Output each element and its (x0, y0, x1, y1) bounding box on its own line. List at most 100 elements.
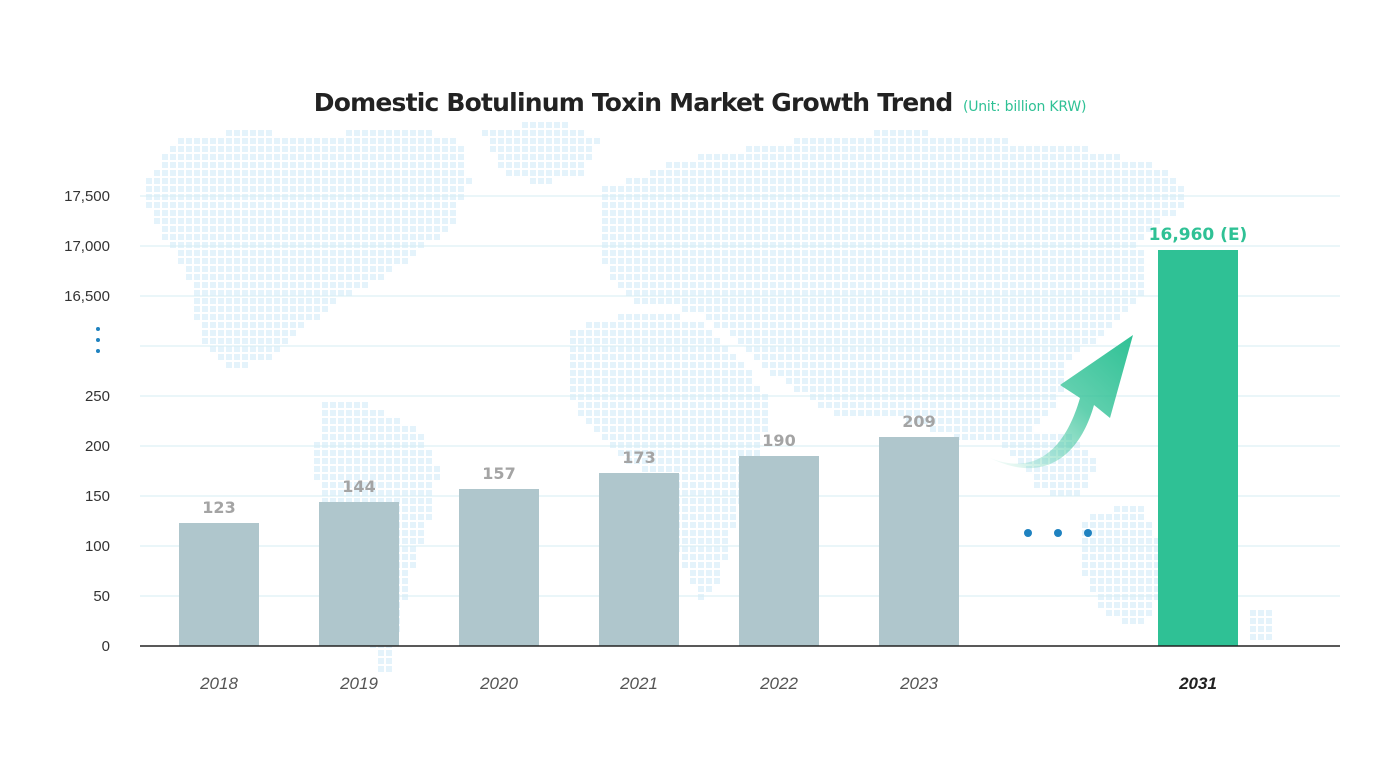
map-tile (722, 290, 728, 296)
map-tile (794, 282, 800, 288)
map-tile (1034, 466, 1040, 472)
map-tile (314, 154, 320, 160)
map-tile (178, 154, 184, 160)
map-tile (266, 202, 272, 208)
map-tile (354, 218, 360, 224)
map-tile (1058, 194, 1064, 200)
map-tile (234, 178, 240, 184)
map-tile (874, 266, 880, 272)
map-tile (170, 226, 176, 232)
map-tile (314, 306, 320, 312)
map-tile (1050, 258, 1056, 264)
map-tile (1122, 298, 1128, 304)
map-tile (290, 138, 296, 144)
map-tile (922, 146, 928, 152)
map-tile (1018, 178, 1024, 184)
map-tile (986, 234, 992, 240)
map-tile (386, 210, 392, 216)
map-tile (786, 314, 792, 320)
map-tile (1082, 570, 1088, 576)
map-tile (282, 178, 288, 184)
map-tile (930, 274, 936, 280)
map-tile (1066, 154, 1072, 160)
map-tile (322, 434, 328, 440)
map-tile (1098, 210, 1104, 216)
map-tile (202, 314, 208, 320)
map-tile (1114, 234, 1120, 240)
map-tile (666, 274, 672, 280)
map-tile (698, 482, 704, 488)
map-tile (762, 298, 768, 304)
map-tile (1058, 298, 1064, 304)
map-tile (682, 186, 688, 192)
map-tile (882, 410, 888, 416)
map-tile (706, 226, 712, 232)
map-tile (586, 346, 592, 352)
map-tile (1098, 570, 1104, 576)
map-tile (986, 290, 992, 296)
map-tile (802, 202, 808, 208)
map-tile (770, 330, 776, 336)
map-tile (1074, 210, 1080, 216)
map-tile (786, 306, 792, 312)
map-tile (1026, 354, 1032, 360)
map-tile (970, 378, 976, 384)
map-tile (682, 402, 688, 408)
map-tile (1018, 442, 1024, 448)
map-tile (618, 258, 624, 264)
map-tile (298, 290, 304, 296)
map-tile (898, 330, 904, 336)
map-tile (306, 250, 312, 256)
map-tile (354, 250, 360, 256)
map-tile (266, 338, 272, 344)
map-tile (930, 194, 936, 200)
map-tile (786, 202, 792, 208)
map-tile (1034, 242, 1040, 248)
map-tile (1026, 202, 1032, 208)
map-tile (1122, 234, 1128, 240)
map-tile (626, 322, 632, 328)
map-tile (1066, 274, 1072, 280)
map-tile (794, 154, 800, 160)
map-tile (962, 362, 968, 368)
map-tile (890, 394, 896, 400)
map-tile (706, 298, 712, 304)
map-tile (402, 538, 408, 544)
map-tile (978, 274, 984, 280)
map-tile (554, 170, 560, 176)
map-tile (882, 338, 888, 344)
map-tile (570, 386, 576, 392)
map-tile (618, 210, 624, 216)
map-tile (706, 242, 712, 248)
map-tile (1066, 194, 1072, 200)
map-tile (786, 282, 792, 288)
map-tile (970, 338, 976, 344)
map-tile (570, 170, 576, 176)
map-tile (738, 162, 744, 168)
map-tile (914, 226, 920, 232)
map-tile (642, 386, 648, 392)
map-tile (650, 250, 656, 256)
map-tile (274, 226, 280, 232)
map-tile (194, 242, 200, 248)
map-tile (754, 146, 760, 152)
map-tile (938, 210, 944, 216)
map-tile (962, 250, 968, 256)
map-tile (722, 306, 728, 312)
map-tile (778, 314, 784, 320)
map-tile (866, 218, 872, 224)
map-tile (1042, 450, 1048, 456)
map-tile (938, 402, 944, 408)
map-tile (378, 138, 384, 144)
map-tile (346, 450, 352, 456)
map-tile (346, 130, 352, 136)
map-tile (1106, 194, 1112, 200)
map-tile (1154, 570, 1160, 576)
map-tile (1138, 610, 1144, 616)
map-tile (1098, 226, 1104, 232)
map-tile (362, 162, 368, 168)
map-tile (546, 178, 552, 184)
y-tick-label: 50 (93, 588, 110, 605)
map-tile (210, 282, 216, 288)
map-tile (402, 514, 408, 520)
